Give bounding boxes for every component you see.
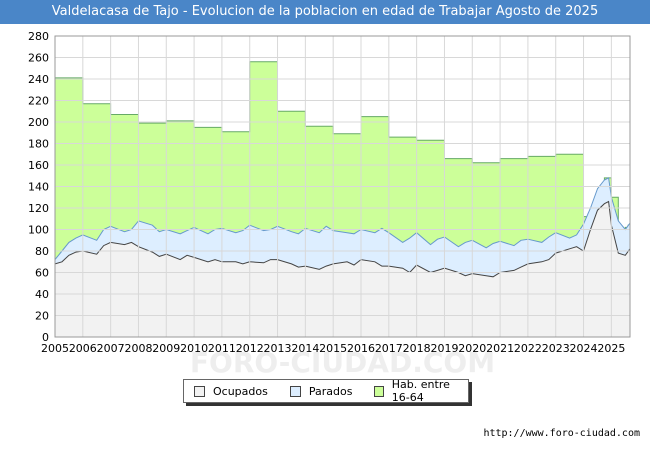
legend-swatch-ocupados [194, 385, 205, 397]
legend-label-ocupados: Ocupados [213, 384, 268, 398]
x-tick-label: 2005 [41, 342, 69, 355]
y-tick-label: 20 [35, 310, 49, 323]
x-tick-label: 2019 [430, 342, 458, 355]
y-tick-label: 60 [35, 267, 49, 280]
legend-item-parados: Parados [289, 384, 353, 398]
title-bar [0, 0, 650, 24]
x-tick-label: 2012 [236, 342, 264, 355]
x-tick-label: 2010 [180, 342, 208, 355]
y-tick-label: 180 [28, 138, 49, 151]
x-tick-label: 2013 [264, 342, 292, 355]
y-tick-label: 280 [28, 30, 49, 43]
legend-swatch-parados [289, 385, 301, 397]
series-line-hab [55, 61, 630, 230]
y-tick-label: 220 [28, 95, 49, 108]
x-tick-label: 2021 [486, 342, 514, 355]
legend: Ocupados Parados Hab. entre 16-64 [183, 378, 469, 404]
x-tick-label: 2007 [97, 342, 125, 355]
y-tick-label: 40 [35, 288, 49, 301]
y-tick-label: 120 [28, 202, 49, 215]
watermark: FORO-CIUDAD.COM [190, 346, 495, 379]
legend-label-hab: Hab. entre 16-64 [391, 378, 450, 404]
y-tick-label: 260 [28, 52, 49, 65]
y-tick-label: 100 [28, 224, 49, 237]
source-credit: http://www.foro-ciudad.com [483, 428, 640, 439]
x-tick-label: 2024 [570, 342, 598, 355]
legend-item-hab: Hab. entre 16-64 [374, 378, 468, 404]
series-area-ocupados [55, 201, 630, 337]
x-tick-label: 2011 [208, 342, 236, 355]
x-tick-label: 2018 [403, 342, 431, 355]
x-tick-label: 2006 [69, 342, 97, 355]
y-tick-label: 0 [42, 331, 49, 344]
y-tick-label: 240 [28, 73, 49, 86]
x-tick-label: 2025 [597, 342, 625, 355]
y-tick-label: 80 [35, 245, 49, 258]
legend-item-ocupados: Ocupados [194, 385, 268, 398]
x-tick-label: 2017 [375, 342, 403, 355]
x-tick-label: 2022 [514, 342, 542, 355]
x-tick-label: 2023 [542, 342, 570, 355]
x-tick-label: 2009 [152, 342, 180, 355]
plot-border [54, 35, 631, 338]
y-tick-label: 200 [28, 116, 49, 129]
legend-swatch-hab [374, 385, 384, 397]
y-tick-label: 140 [28, 181, 49, 194]
x-tick-label: 2016 [347, 342, 375, 355]
x-tick-label: 2020 [458, 342, 486, 355]
x-tick-label: 2014 [291, 342, 319, 355]
chart-title: Valdelacasa de Tajo - Evolucion de la po… [51, 4, 599, 19]
y-tick-label: 160 [28, 159, 49, 172]
x-tick-label: 2008 [124, 342, 152, 355]
x-tick-label: 2015 [319, 342, 347, 355]
legend-label-parados: Parados [308, 384, 353, 398]
